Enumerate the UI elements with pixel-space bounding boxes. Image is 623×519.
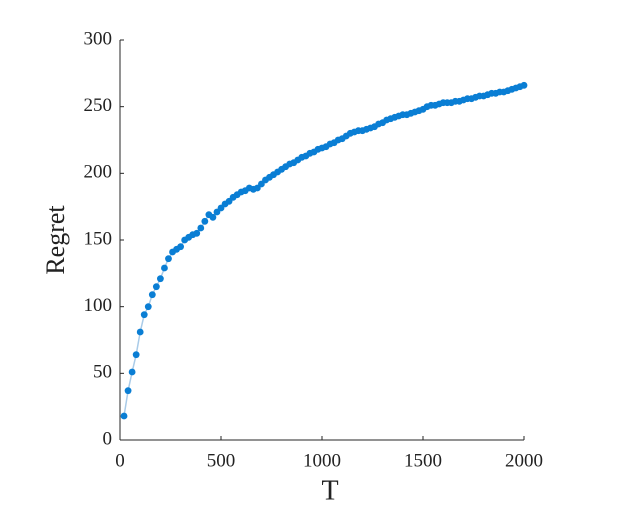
marker — [132, 351, 140, 359]
marker — [128, 368, 136, 376]
y-tick-label: 250 — [84, 95, 113, 116]
marker — [201, 217, 209, 225]
marker — [120, 412, 128, 420]
x-tick-label: 0 — [115, 450, 125, 471]
marker — [209, 213, 217, 221]
marker — [165, 255, 172, 263]
y-tick-label: 0 — [103, 428, 113, 449]
x-tick-label: 500 — [207, 450, 236, 471]
marker — [148, 291, 156, 299]
line — [123, 84, 525, 417]
marker — [161, 264, 168, 272]
y-tick-label: 150 — [84, 228, 113, 249]
y-tick-label: 200 — [84, 162, 113, 183]
marker — [152, 283, 160, 291]
y-tick-label: 100 — [84, 295, 113, 316]
x-tick-label: 1500 — [404, 450, 442, 471]
marker — [140, 311, 148, 319]
marker — [136, 328, 144, 336]
x-tick-label: 2000 — [505, 450, 543, 471]
y-tick-label: 300 — [84, 28, 113, 49]
y-tick-label: 50 — [93, 362, 112, 383]
marker — [193, 229, 201, 237]
marker — [197, 224, 205, 232]
marker — [520, 81, 528, 89]
marker — [144, 303, 152, 311]
y-axis-label: Regret — [41, 205, 70, 275]
x-tick-label: 1000 — [303, 450, 341, 471]
marker — [157, 275, 164, 283]
x-axis-label: T — [321, 475, 338, 506]
marker — [177, 243, 185, 251]
marker — [124, 387, 132, 395]
